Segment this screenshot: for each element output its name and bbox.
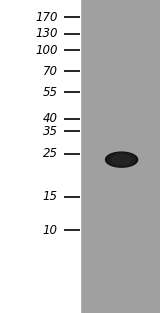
Text: 25: 25	[43, 147, 58, 161]
Bar	[0, 0, 80, 313]
Text: 130: 130	[35, 27, 58, 40]
Text: 170: 170	[35, 11, 58, 24]
Text: 40: 40	[43, 112, 58, 126]
Text: 15: 15	[43, 190, 58, 203]
Polygon shape	[112, 155, 131, 164]
Polygon shape	[106, 152, 138, 167]
Text: 10: 10	[43, 223, 58, 237]
Text: 55: 55	[43, 86, 58, 99]
Text: 100: 100	[35, 44, 58, 57]
Text: 35: 35	[43, 125, 58, 138]
Text: 70: 70	[43, 65, 58, 78]
Bar	[80, 0, 160, 313]
Polygon shape	[108, 153, 135, 166]
